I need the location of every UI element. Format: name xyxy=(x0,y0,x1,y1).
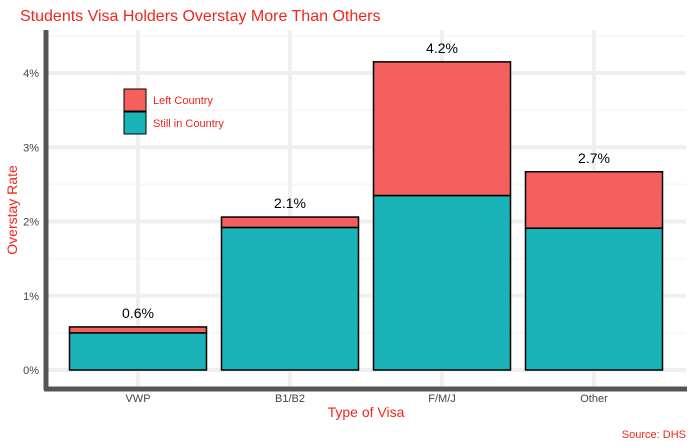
data-label-total: 2.7% xyxy=(578,150,610,166)
data-label-total: 2.1% xyxy=(274,195,306,211)
data-labels: 0.6% 2.1% 4.2% 2.7% xyxy=(122,40,610,321)
y-tick-label: 4% xyxy=(23,68,39,80)
legend: Left Country Still in Country xyxy=(123,88,224,135)
bars xyxy=(68,61,664,371)
legend-label: Still in Country xyxy=(153,118,224,130)
chart-title: Students Visa Holders Overstay More Than… xyxy=(20,8,380,25)
x-tick-label: Other xyxy=(580,393,608,405)
y-tick-label: 3% xyxy=(23,142,39,154)
bar-still-in-country-other xyxy=(524,227,664,371)
source-caption: Source: DHS xyxy=(622,429,686,441)
bar-left-country-f-m-j xyxy=(372,61,512,197)
legend-label: Left Country xyxy=(153,95,213,107)
bar-still-in-country-vwp xyxy=(68,332,208,371)
axes xyxy=(43,30,687,392)
x-tick-label: F/M/J xyxy=(428,393,456,405)
y-tick-label: 1% xyxy=(23,291,39,303)
bar-left-country-other xyxy=(524,171,664,229)
data-label-total: 4.2% xyxy=(426,40,458,56)
y-tick-label: 0% xyxy=(23,365,39,377)
legend-swatch xyxy=(123,111,147,135)
data-label-total: 0.6% xyxy=(122,305,154,321)
bar-still-in-country-b1-b2 xyxy=(220,226,360,371)
tick-labels: 0% 1% 2% 3% 4% VWP B1/B2 F/M/J Other xyxy=(23,68,608,405)
bar-still-in-country-f-m-j xyxy=(372,194,512,371)
y-axis-label: Overstay Rate xyxy=(4,165,20,255)
x-tick-label: B1/B2 xyxy=(275,393,305,405)
x-axis-label: Type of Visa xyxy=(328,404,405,420)
bar-left-country-vwp xyxy=(68,326,208,334)
legend-swatch xyxy=(123,88,147,112)
bar-left-country-b1-b2 xyxy=(220,216,360,229)
x-tick-label: VWP xyxy=(125,393,150,405)
y-tick-label: 2% xyxy=(23,217,39,229)
